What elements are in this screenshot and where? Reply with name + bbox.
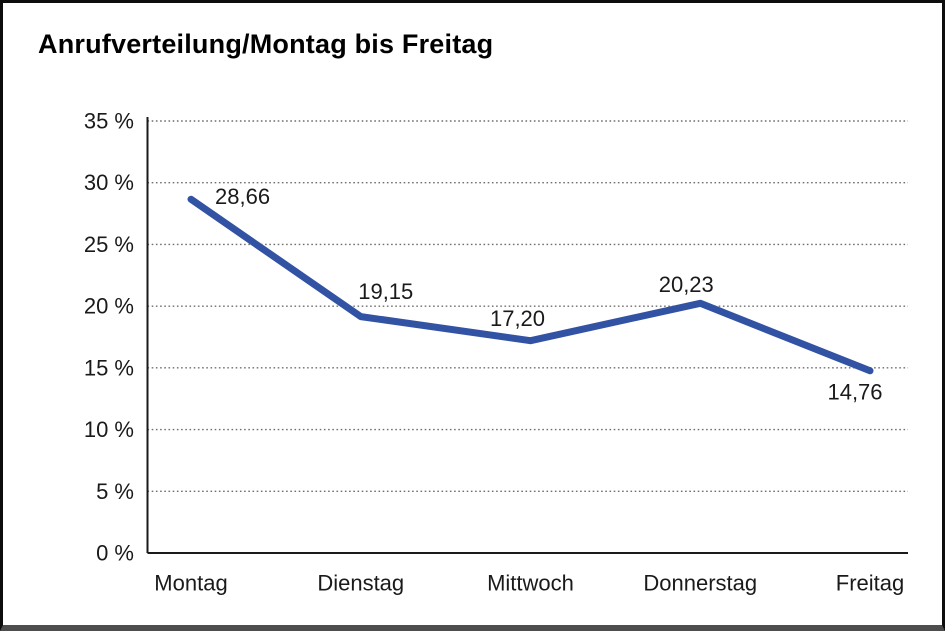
y-tick-label: 5 % <box>96 479 134 504</box>
data-label: 14,76 <box>827 379 882 404</box>
x-category-label: Freitag <box>836 571 904 596</box>
y-tick-label: 30 % <box>84 170 134 195</box>
x-category-label: Dienstag <box>317 571 404 596</box>
data-label: 28,66 <box>215 184 270 209</box>
data-label: 17,20 <box>490 306 545 331</box>
line-chart: 0 % 5 % 10 % 15 % 20 % 25 % 30 % 35 % Montag Dien… <box>84 109 908 596</box>
chart-title: Anrufverteilung/Montag bis Freitag <box>38 29 494 59</box>
y-tick-label: 25 % <box>84 232 134 257</box>
x-category-label: Donnerstag <box>643 571 757 596</box>
y-tick-label: 0 % <box>96 541 134 566</box>
x-category-label: Montag <box>154 571 227 596</box>
y-tick-label: 15 % <box>84 355 134 380</box>
y-tick-label: 35 % <box>84 109 134 134</box>
y-tick-label: 10 % <box>84 417 134 442</box>
y-tick-label: 20 % <box>84 294 134 319</box>
series-line <box>187 195 874 375</box>
x-category-label: Mittwoch <box>487 571 574 596</box>
data-label: 19,15 <box>358 279 413 304</box>
data-label: 20,23 <box>659 272 714 297</box>
